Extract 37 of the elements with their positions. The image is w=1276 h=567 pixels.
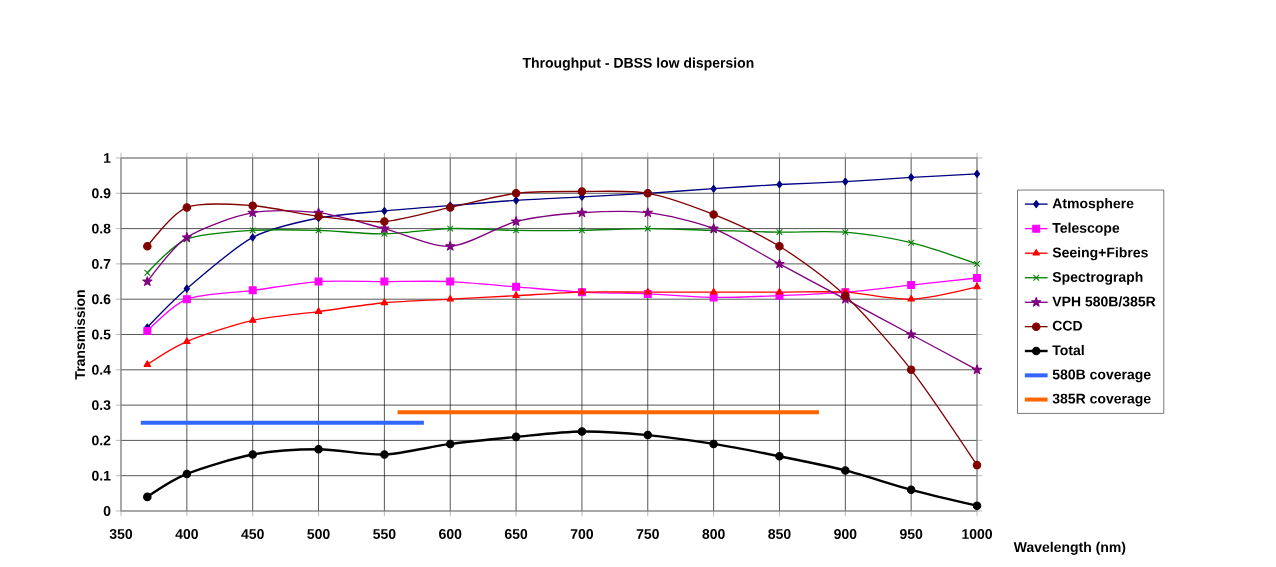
legend-label: VPH 580B/385R [1052, 296, 1156, 307]
legend-label: Telescope [1052, 222, 1120, 236]
y-tick-label: 0.4 [92, 364, 111, 375]
x-tick-label: 900 [834, 529, 857, 539]
y-tick-label: 0.3 [92, 400, 111, 411]
y-tick-label: 0 [103, 506, 111, 516]
x-tick-label: 1000 [962, 529, 992, 539]
x-tick-label: 850 [768, 529, 791, 539]
y-tick-label: 0.8 [92, 223, 111, 234]
x-tick-label: 350 [109, 529, 133, 539]
x-tick-label: 750 [636, 529, 659, 539]
x-axis-title: Wavelength (nm) [1013, 541, 1126, 555]
chart-title: Throughput - DBSS low dispersion [522, 57, 754, 71]
y-tick-label: 0.6 [92, 294, 111, 305]
y-tick-label: 0.5 [92, 329, 111, 340]
x-tick-label: 650 [504, 529, 528, 539]
legend-label: Seeing+Fibres [1052, 247, 1148, 261]
legend-label: Total [1052, 344, 1084, 356]
x-tick-label: 550 [373, 529, 396, 539]
x-tick-label: 600 [439, 529, 462, 539]
legend-label: 580B coverage [1052, 369, 1151, 383]
x-tick-label: 800 [702, 529, 725, 539]
y-axis-title: Transmission [74, 290, 86, 380]
x-tick-label: 700 [570, 529, 594, 539]
y-tick-label: 0.9 [92, 188, 111, 199]
y-tick-label: 0.1 [92, 470, 111, 481]
legend-label: Atmosphere [1052, 198, 1134, 212]
x-tick-label: 950 [899, 529, 923, 539]
legend-label: CCD [1052, 320, 1082, 331]
y-tick-label: 0.7 [92, 258, 111, 269]
x-tick-label: 450 [241, 529, 264, 539]
legend-label: 385R coverage [1052, 393, 1151, 407]
y-tick-label: 1 [104, 153, 111, 163]
x-tick-label: 500 [307, 529, 330, 539]
y-tick-label: 0.2 [92, 435, 111, 446]
legend-label: Spectrograph [1052, 271, 1143, 285]
x-tick-label: 400 [175, 529, 198, 539]
